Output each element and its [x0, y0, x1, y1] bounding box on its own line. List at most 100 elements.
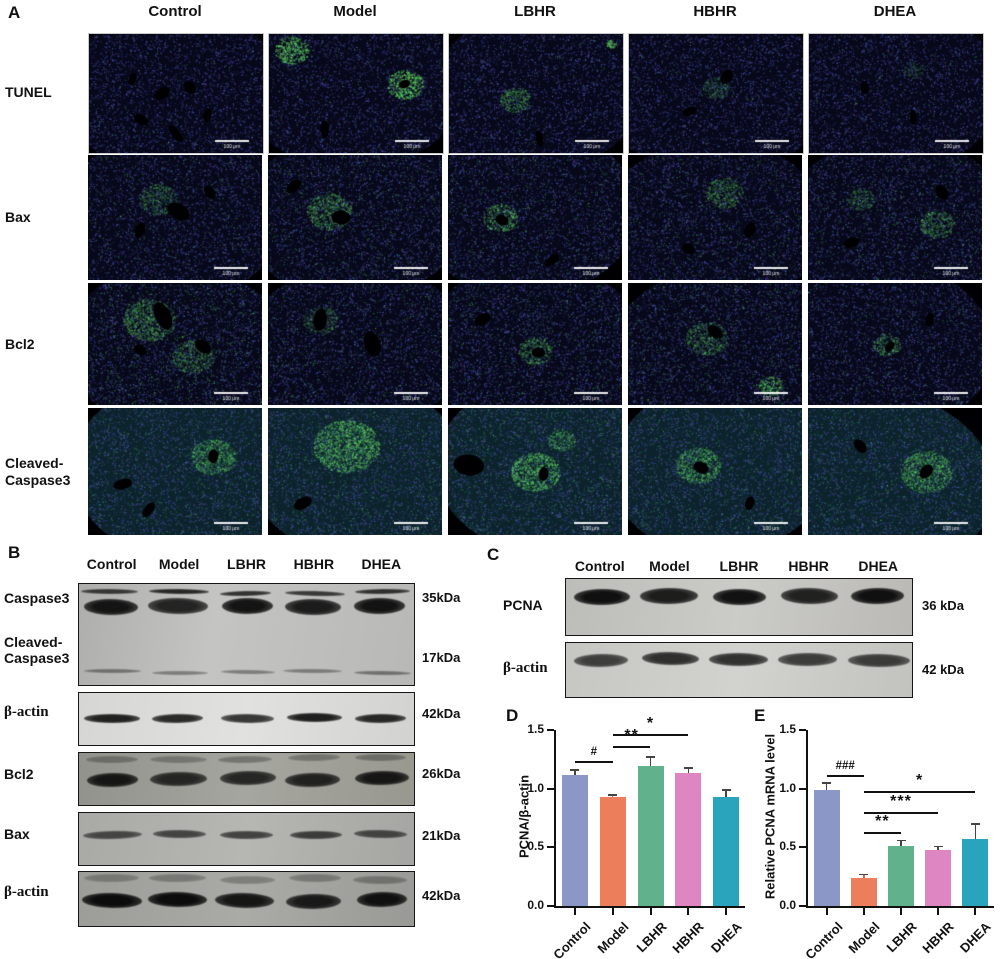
blot-column-header-hbhr: HBHR [788, 558, 829, 574]
panel-d-letter: D [506, 706, 519, 725]
error-bar-cap [822, 782, 832, 784]
micrograph-bcl2-hbhr [628, 283, 802, 405]
y-tick-mark [547, 787, 554, 790]
micrograph-tunel-control [88, 33, 264, 154]
blot-band [147, 597, 208, 615]
bar-lbhr [888, 846, 914, 906]
bar-dhea [962, 839, 989, 906]
error-bar-cap [608, 794, 618, 796]
micrograph-cleaved-caspase3-hbhr [628, 408, 802, 535]
significance-line [863, 791, 976, 793]
micrograph-bax-dhea [808, 155, 982, 280]
micrograph-bcl2-dhea [808, 283, 982, 405]
blot-column-header-model: Model [649, 558, 690, 574]
bar-model [850, 877, 877, 906]
blot-band [84, 713, 141, 723]
y-tick-mark [799, 729, 806, 731]
error-bar-line [574, 769, 576, 775]
error-bar-line [974, 823, 977, 840]
significance-label: * [915, 772, 924, 789]
significance-line [863, 812, 939, 815]
y-axis [806, 730, 809, 908]
protein-label--actin: β-actin [4, 884, 49, 900]
blot-band [221, 597, 273, 614]
y-tick-label: 0.5 [527, 839, 544, 854]
column-header-dhea: DHEA [873, 3, 917, 20]
micrograph-bax-hbhr [628, 155, 802, 280]
micrograph-cleaved-caspase3-model [268, 408, 442, 535]
blot-band [219, 830, 273, 839]
significance-label: * [646, 714, 655, 732]
significance-line [863, 832, 901, 835]
kda-label: 26kDa [422, 766, 461, 781]
error-bar-line [863, 874, 865, 878]
x-tick-mark [725, 908, 728, 915]
y-tick-mark [799, 787, 806, 790]
micrograph-tunel-hbhr [628, 33, 804, 154]
error-bar-line [725, 789, 727, 797]
error-bar-cap [859, 873, 869, 876]
error-bar-cap [970, 823, 980, 825]
blot-column-header-lbhr: LBHR [719, 558, 759, 574]
x-tick-mark [611, 908, 614, 915]
micrograph-bax-model [268, 155, 442, 280]
micrograph-bcl2-model [268, 283, 442, 405]
protein-label--actin: β-actin [503, 660, 548, 676]
significance-label: # [590, 745, 597, 758]
x-tick-mark [825, 908, 828, 915]
blot-column-header-control: Control [574, 558, 625, 574]
significance-line [574, 760, 613, 763]
x-tick-mark [573, 908, 576, 915]
y-axis-label: PCNA/β-actin [516, 774, 532, 859]
error-bar-line [900, 840, 902, 847]
y-tick-label: 0.0 [527, 898, 544, 912]
protein-label-caspase3: Caspase3 [4, 590, 70, 606]
kda-label: 42kDa [422, 706, 461, 721]
significance-label: ### [835, 759, 855, 772]
bar-control [561, 774, 588, 906]
kda-label: 42 kDa [922, 662, 964, 677]
blot-column-header-dhea: DHEA [361, 556, 402, 572]
panel-a-letter: A [8, 3, 21, 22]
micrograph-bcl2-lbhr [448, 283, 622, 405]
y-tick-mark [799, 846, 806, 849]
kda-label: 17kDa [422, 650, 461, 665]
row-label-tunel: TUNEL [5, 84, 52, 101]
column-header-model: Model [333, 3, 377, 20]
micrograph-bax-lbhr [448, 155, 622, 280]
error-bar-line [937, 846, 939, 850]
micrograph-bax-control [88, 155, 262, 280]
blot-band [220, 875, 275, 884]
y-tick-label: 1.5 [779, 722, 796, 736]
y-tick-mark [547, 905, 554, 907]
error-bar-cap [570, 769, 580, 771]
column-header-control: Control [148, 3, 202, 20]
bar-control [813, 789, 840, 906]
blot-column-header-control: Control [86, 556, 137, 572]
y-tick-label: 1.0 [527, 780, 544, 795]
blot-band [84, 668, 142, 674]
bar-hbhr [925, 849, 952, 906]
y-tick-label: 0.0 [779, 898, 796, 912]
significance-line [612, 746, 651, 749]
error-bar-cap [896, 839, 906, 842]
error-bar-line [687, 767, 690, 774]
bar-lbhr [637, 766, 664, 906]
error-bar-cap [683, 767, 693, 769]
x-tick-mark [862, 908, 865, 915]
protein-label-pcna: PCNA [503, 597, 543, 613]
error-bar-line [825, 782, 828, 790]
x-tick-mark [649, 908, 652, 915]
column-header-lbhr: LBHR [514, 3, 556, 20]
error-bar-cap [933, 845, 943, 848]
row-label-bcl2: Bcl2 [5, 335, 35, 352]
blot-band [152, 829, 206, 838]
y-axis-label: Relative PCNA mRNA level [762, 733, 778, 900]
error-bar-cap [721, 789, 731, 791]
row-label-cleaved-caspase3: Cleaved-Caspase3 [5, 454, 71, 488]
x-tick-label-control: Control [550, 919, 594, 959]
error-bar-cap [646, 756, 655, 759]
micrograph-tunel-lbhr [448, 33, 624, 154]
blot-box [565, 578, 913, 636]
column-header-hbhr: HBHR [693, 3, 737, 20]
